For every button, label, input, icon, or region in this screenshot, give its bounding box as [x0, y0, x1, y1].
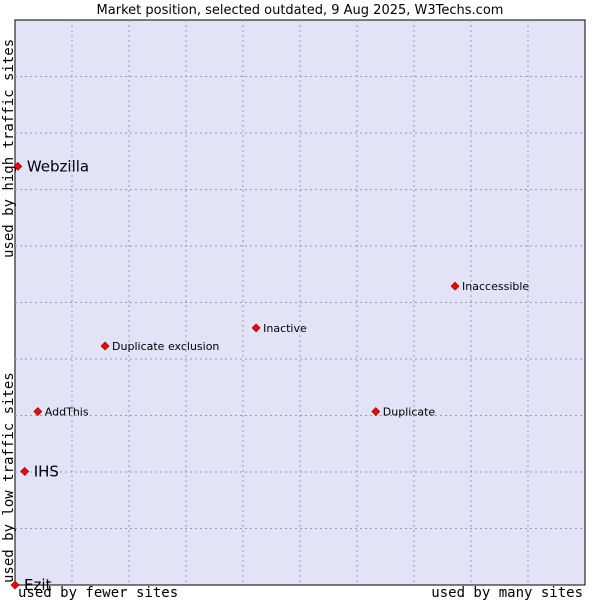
data-point-label: IHS	[34, 462, 59, 480]
data-point-label: Inactive	[263, 322, 307, 335]
data-point-label: Ezit	[24, 576, 52, 594]
data-point-marker	[10, 580, 20, 590]
data-point-label: Duplicate	[383, 406, 436, 419]
x-axis-label-right: used by many sites	[431, 585, 583, 600]
data-point-label: AddThis	[45, 406, 89, 419]
data-point-marker	[100, 341, 110, 351]
x-axis-label-left: used by fewer sites	[18, 585, 178, 600]
data-point-label: Inaccessible	[462, 280, 529, 293]
data-point-marker	[371, 407, 381, 416]
data-points: Webzilla Inaccessible Inactive Duplicate ex…	[10, 157, 529, 594]
data-point-marker	[13, 161, 23, 171]
data-point-marker	[251, 323, 261, 333]
grid-lines	[15, 20, 585, 585]
chart-title: Market position, selected outdated, 9 Au…	[97, 3, 504, 18]
y-axis-label-bottom: used by low traffic sites	[1, 372, 17, 583]
data-point-marker	[20, 467, 30, 476]
y-axis-label-top: used by high traffic sites	[1, 39, 17, 258]
data-point-label: Webzilla	[27, 157, 89, 175]
data-point-label: Duplicate exclusion	[112, 340, 219, 353]
data-point-marker	[450, 281, 460, 291]
data-point-marker	[33, 407, 43, 416]
